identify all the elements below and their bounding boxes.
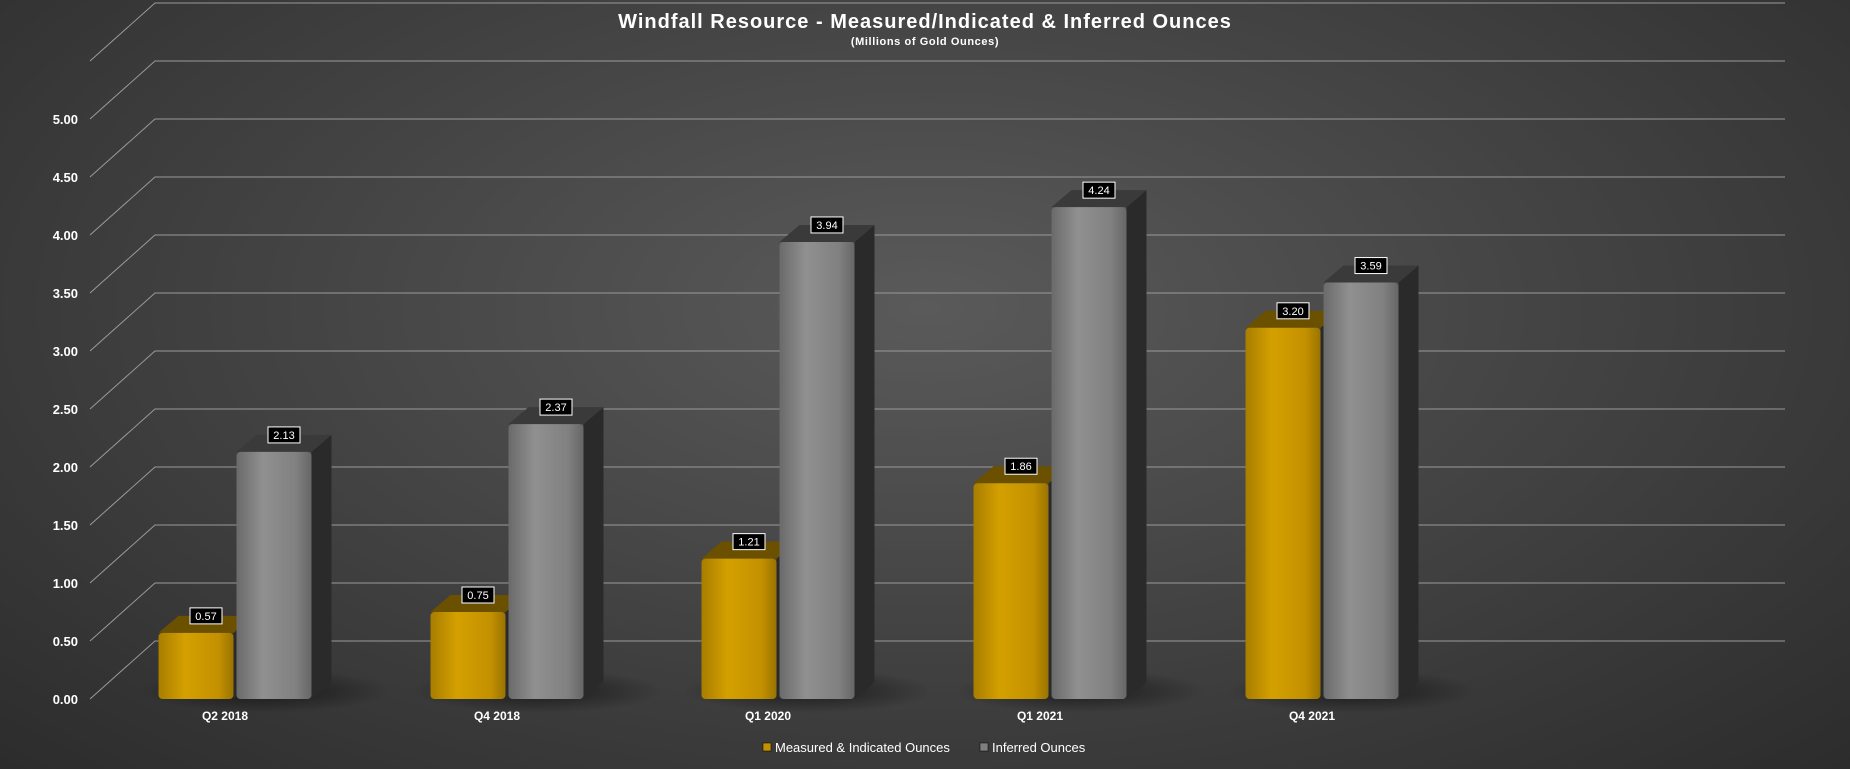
- data-label-text: 4.24: [1088, 185, 1109, 197]
- bar-inferred-2: [779, 224, 875, 699]
- data-label-text: 1.86: [1010, 461, 1031, 473]
- gridline: [89, 118, 1785, 178]
- data-label-text: 1.21: [738, 537, 759, 549]
- bar-front: [236, 451, 312, 699]
- data-label-measured-indicated-3: 1.86: [1004, 457, 1038, 475]
- data-label-inferred-3: 4.24: [1082, 181, 1116, 199]
- data-label-box: [1004, 457, 1038, 475]
- y-tick-label: 0.00: [53, 692, 78, 707]
- legend-label-inferred: Inferred Ounces: [992, 740, 1086, 755]
- bar-front: [1323, 282, 1399, 699]
- gridline: [89, 2, 1785, 62]
- x-category-label: Q1 2021: [1017, 709, 1063, 723]
- legend-swatch-measured-indicated: [762, 742, 772, 752]
- bar-front: [779, 241, 855, 699]
- data-label-text: 2.13: [273, 430, 294, 442]
- data-label-text: 2.37: [545, 402, 566, 414]
- data-label-box: [1082, 181, 1116, 199]
- gridline: [89, 234, 1785, 294]
- gridlines: [89, 2, 1785, 700]
- gridline: [89, 466, 1785, 526]
- data-label-box: [810, 216, 844, 234]
- legend-item-measured-indicated: Measured & Indicated Ounces: [762, 740, 950, 755]
- data-label-measured-indicated-2: 1.21: [732, 533, 766, 551]
- bar-side: [854, 224, 875, 699]
- y-tick-label: 2.50: [53, 402, 78, 417]
- data-label-text: 3.59: [1360, 261, 1381, 273]
- data-label-measured-indicated-0: 0.57: [189, 607, 223, 625]
- legend-swatch-inferred: [979, 742, 989, 752]
- bars: [158, 190, 1419, 699]
- bar-front: [1051, 207, 1127, 699]
- x-category-label: Q4 2018: [474, 709, 520, 723]
- bar-side: [1398, 265, 1419, 699]
- y-tick-label: 1.50: [53, 518, 78, 533]
- data-label-text: 0.57: [195, 611, 216, 623]
- data-label-inferred-0: 2.13: [267, 426, 301, 444]
- data-label-box: [461, 586, 495, 604]
- chart-title: Windfall Resource - Measured/Indicated &…: [618, 11, 1232, 33]
- data-label-measured-indicated-4: 3.20: [1276, 302, 1310, 320]
- data-label-box: [732, 533, 766, 551]
- y-tick-label: 3.00: [53, 344, 78, 359]
- x-category-label: Q2 2018: [202, 709, 248, 723]
- legend-label-measured-indicated: Measured & Indicated Ounces: [775, 740, 950, 755]
- bar-front: [158, 632, 234, 699]
- data-label-measured-indicated-1: 0.75: [461, 586, 495, 604]
- bar-front: [973, 483, 1049, 699]
- bar-front: [701, 558, 777, 699]
- x-category-label: Q4 2021: [1289, 709, 1335, 723]
- y-tick-label: 5.00: [53, 112, 78, 127]
- bar-front: [1245, 327, 1321, 699]
- y-tick-label: 4.50: [53, 170, 78, 185]
- y-tick-label: 3.50: [53, 286, 78, 301]
- gridline: [89, 524, 1785, 584]
- data-label-box: [267, 426, 301, 444]
- bar-inferred-4: [1323, 265, 1419, 699]
- data-labels: 0.57 2.13 0.75 2.37 1.21 3.94 1.86 4.24 3.20 3.59: [189, 181, 1388, 625]
- data-label-inferred-2: 3.94: [810, 216, 844, 234]
- gridline: [89, 292, 1785, 352]
- data-label-text: 3.20: [1282, 306, 1303, 318]
- data-label-box: [1276, 302, 1310, 320]
- data-label-box: [189, 607, 223, 625]
- gridline: [89, 582, 1785, 642]
- gridline: [89, 176, 1785, 236]
- bar-front: [430, 612, 506, 699]
- x-category-label: Q1 2020: [745, 709, 791, 723]
- data-label-inferred-4: 3.59: [1354, 257, 1388, 275]
- data-label-text: 0.75: [467, 590, 488, 602]
- y-tick-label: 4.00: [53, 228, 78, 243]
- bar-inferred-3: [1051, 190, 1147, 699]
- bar-side: [1126, 190, 1147, 699]
- bar-front: [508, 424, 584, 699]
- bar-side: [583, 407, 604, 699]
- bar-side: [311, 434, 332, 699]
- data-label-text: 3.94: [816, 220, 837, 232]
- gridline: [89, 350, 1785, 410]
- legend: Measured & Indicated Ounces Inferred Oun…: [762, 740, 1086, 755]
- bar-inferred-0: [236, 434, 332, 699]
- chart-subtitle: (Millions of Gold Ounces): [851, 36, 999, 48]
- data-label-box: [1354, 257, 1388, 275]
- data-label-inferred-1: 2.37: [539, 398, 573, 416]
- y-tick-label: 1.00: [53, 576, 78, 591]
- gridline: [89, 408, 1785, 468]
- y-axis-ticks: 0.00 0.50 1.00 1.50 2.00 2.50 3.00 3.50 4.00 4.50…: [53, 112, 78, 707]
- x-axis-categories: Q2 2018 Q4 2018 Q1 2020 Q1 2021 Q4 2021: [202, 709, 1335, 723]
- gridline: [89, 640, 1785, 700]
- legend-item-inferred: Inferred Ounces: [979, 740, 1086, 755]
- data-label-box: [539, 398, 573, 416]
- gridline: [89, 60, 1785, 120]
- y-tick-label: 2.00: [53, 460, 78, 475]
- y-tick-label: 0.50: [53, 634, 78, 649]
- bar-inferred-1: [508, 407, 604, 699]
